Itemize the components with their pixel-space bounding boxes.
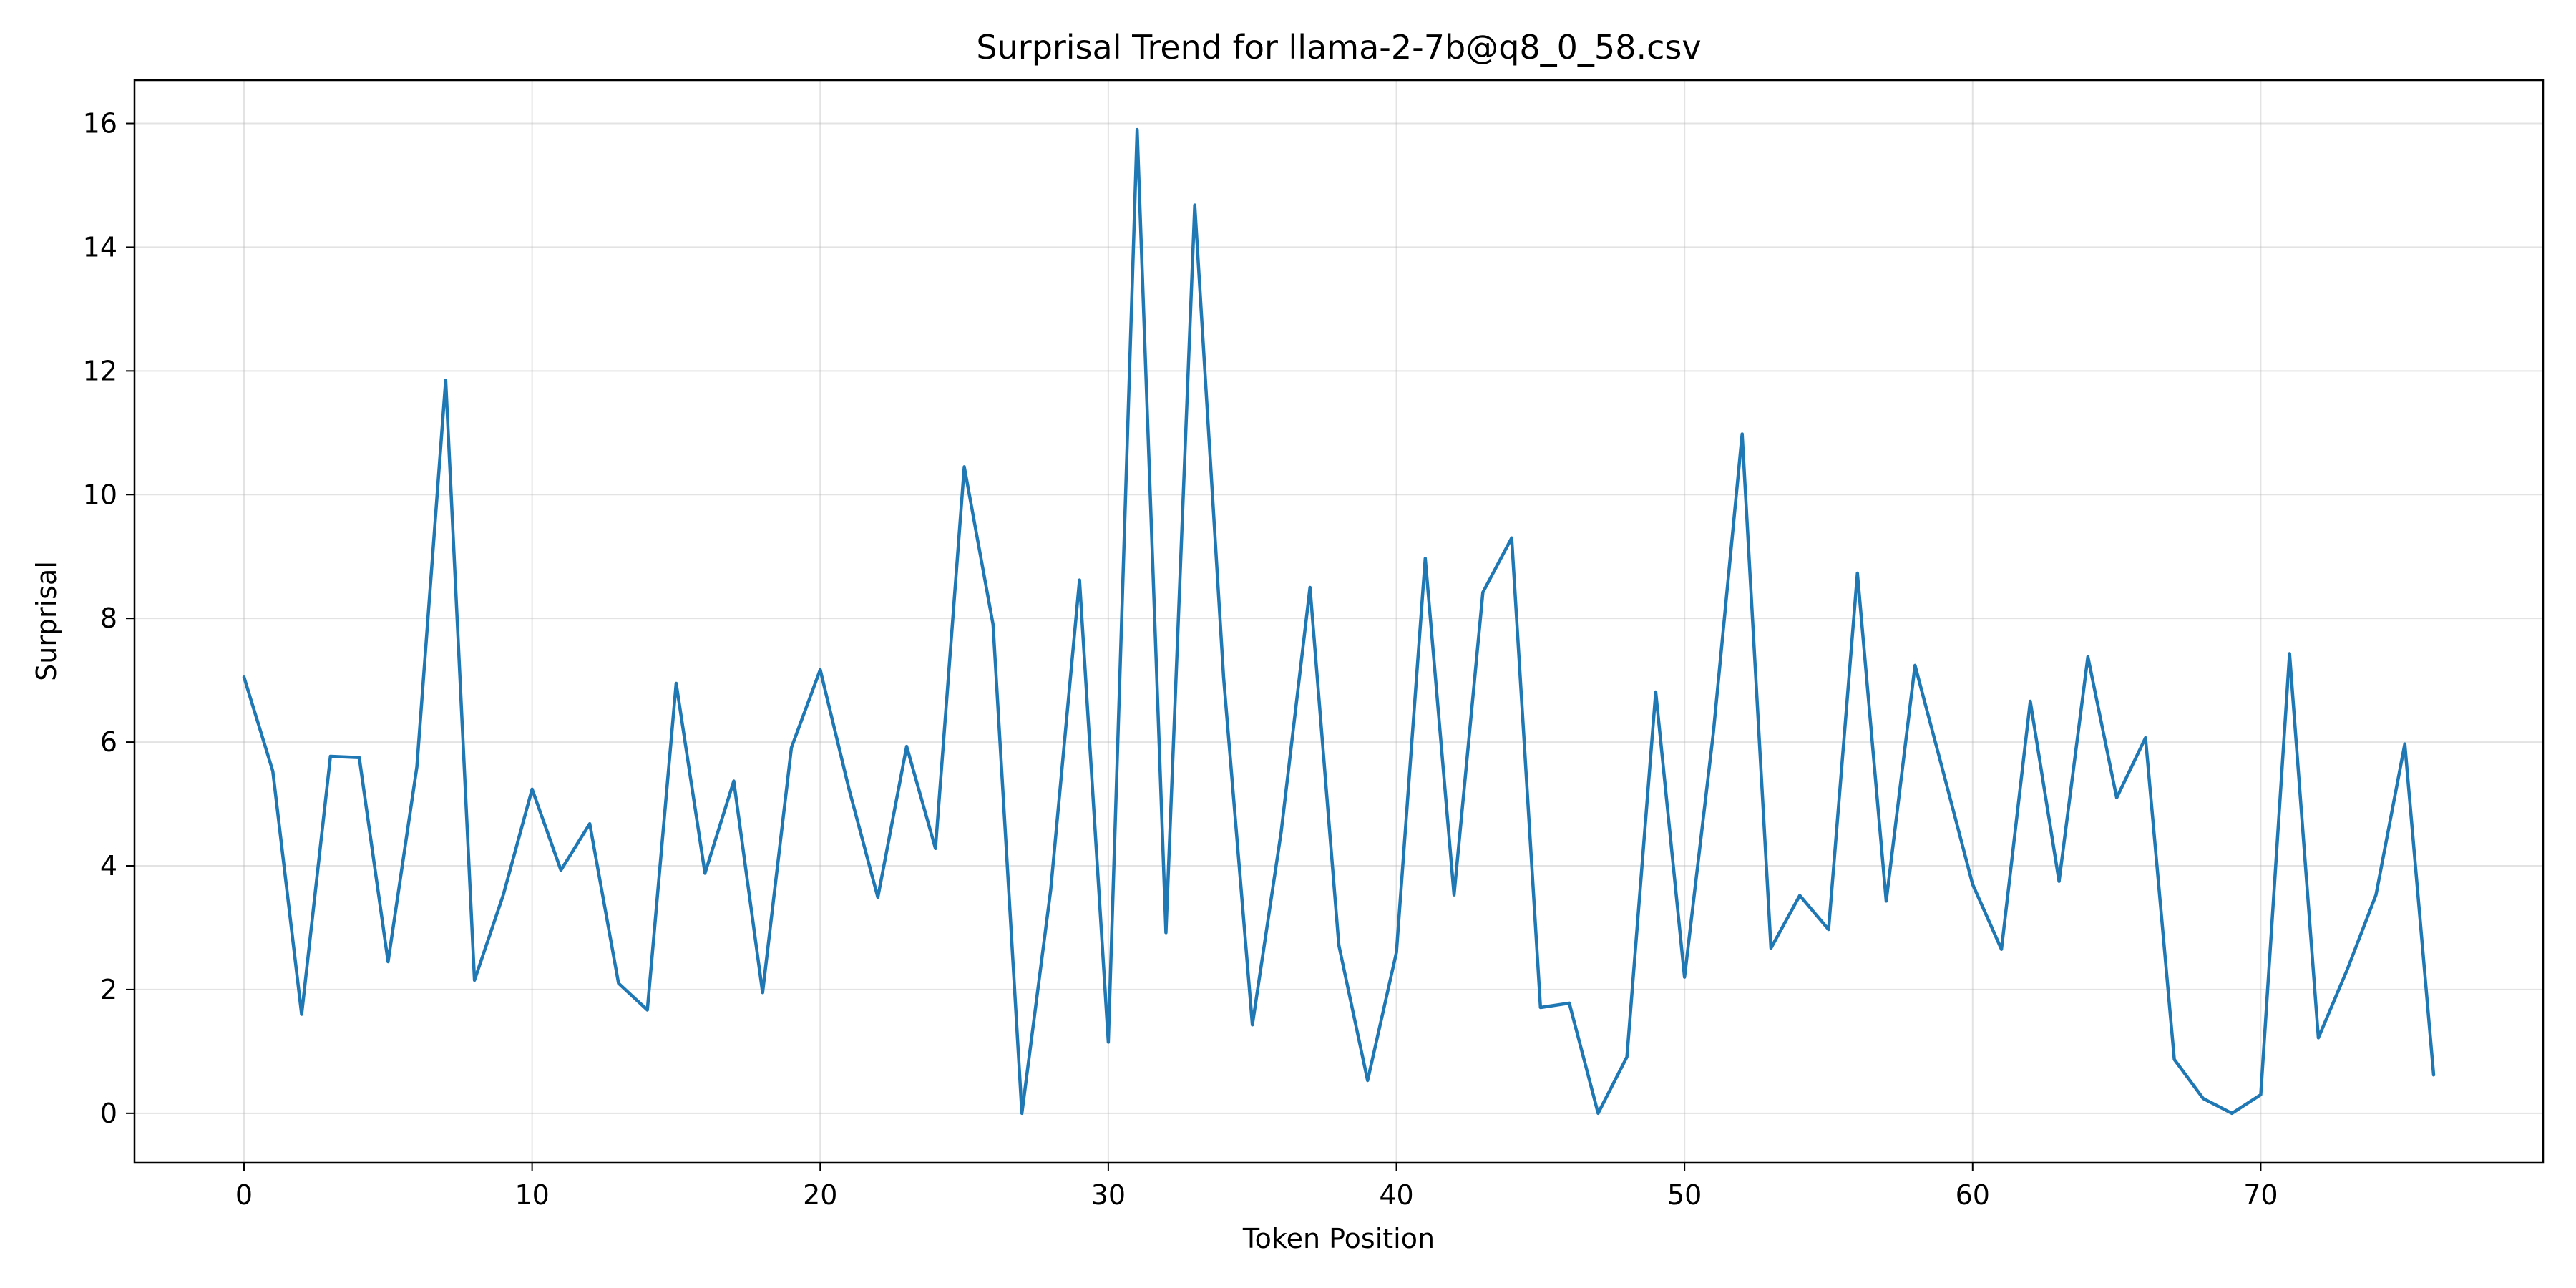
chart-title: Surprisal Trend for llama-2-7b@q8_0_58.c… bbox=[976, 28, 1701, 67]
x-tick-label: 10 bbox=[514, 1179, 549, 1211]
grid-layer bbox=[135, 80, 2543, 1163]
series-line-surprisal bbox=[242, 127, 2436, 1116]
x-tick-label: 30 bbox=[1091, 1179, 1126, 1211]
x-axis-label: Token Position bbox=[1242, 1223, 1435, 1254]
y-tick-label: 4 bbox=[100, 850, 117, 882]
y-axis-ticks: 0 2 4 6 8 10 12 14 16 bbox=[83, 108, 135, 1129]
plot-frame bbox=[133, 79, 2545, 1164]
x-tick-label: 70 bbox=[2243, 1179, 2278, 1211]
x-tick-label: 20 bbox=[803, 1179, 837, 1211]
x-tick-label: 40 bbox=[1379, 1179, 1413, 1211]
x-axis-ticks: 0 10 20 30 40 50 60 70 bbox=[235, 1163, 2278, 1211]
y-tick-label: 14 bbox=[83, 231, 117, 263]
x-tick-label: 50 bbox=[1667, 1179, 1702, 1211]
y-tick-label: 8 bbox=[100, 602, 117, 634]
y-tick-label: 16 bbox=[83, 108, 117, 140]
y-tick-label: 2 bbox=[100, 974, 117, 1005]
y-tick-label: 12 bbox=[83, 355, 117, 386]
y-tick-label: 10 bbox=[83, 479, 117, 510]
y-axis-label: Surprisal bbox=[31, 561, 62, 681]
x-tick-label: 60 bbox=[1956, 1179, 1990, 1211]
y-tick-label: 6 bbox=[100, 726, 117, 758]
series-layer bbox=[242, 127, 2436, 1116]
y-tick-label: 0 bbox=[100, 1098, 117, 1129]
x-tick-label: 0 bbox=[235, 1179, 253, 1211]
